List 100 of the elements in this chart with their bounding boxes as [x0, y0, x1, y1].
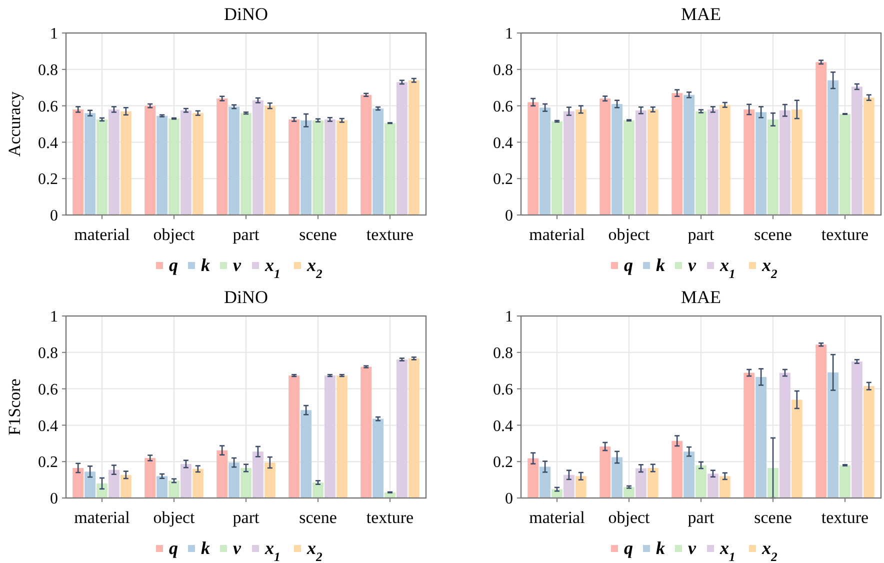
bar: [768, 468, 778, 498]
bar: [719, 104, 730, 215]
legend-label: v: [233, 538, 242, 558]
legend-label: x$_{2}$: [306, 255, 323, 281]
y-tick-label: 0.8: [493, 345, 513, 362]
x-tick-label: object: [153, 508, 196, 527]
x-tick-label: scene: [754, 225, 792, 244]
bar: [96, 119, 108, 215]
bar: [635, 468, 646, 498]
bar: [180, 464, 192, 498]
bar: [156, 116, 168, 215]
bar: [192, 468, 204, 498]
legend-label: x$_{1}$: [264, 255, 280, 281]
legend-label: k: [201, 538, 210, 558]
x-tick-label: object: [153, 225, 196, 244]
chart-title: MAE: [681, 287, 722, 307]
bar: [108, 109, 120, 215]
bar: [192, 113, 204, 215]
y-tick-label: 0.6: [493, 98, 513, 116]
bar: [324, 376, 336, 498]
bar: [384, 123, 396, 215]
bar: [779, 372, 790, 498]
bar: [540, 466, 551, 498]
y-tick-label: 0.8: [38, 345, 58, 362]
x-tick-label: material: [74, 225, 130, 244]
bar: [336, 120, 348, 215]
bar: [851, 362, 862, 498]
legend-label: k: [656, 538, 665, 558]
bar: [707, 474, 718, 498]
bar: [252, 100, 264, 215]
bar: [828, 372, 839, 498]
bar: [372, 108, 384, 215]
y-tick-label: 1: [505, 308, 513, 326]
bar: [144, 458, 156, 498]
y-tick-label: 0.4: [493, 134, 513, 152]
legend-label: x$_{2}$: [761, 538, 778, 563]
bar: [707, 109, 718, 215]
bar: [744, 372, 755, 498]
bar: [240, 468, 252, 498]
legend-label: x$_{1}$: [719, 538, 736, 563]
bar: [324, 119, 336, 215]
y-tick-label: 1: [50, 26, 58, 43]
bar: [180, 110, 192, 215]
bar: [779, 110, 790, 215]
bar: [264, 106, 276, 215]
x-tick-label: material: [529, 508, 586, 527]
bar: [528, 458, 539, 498]
x-tick-label: texture: [821, 508, 869, 527]
bar: [791, 109, 802, 215]
bar: [72, 468, 84, 498]
bar: [840, 114, 850, 215]
legend-label: q: [624, 255, 633, 275]
y-tick-label: 0.4: [38, 134, 58, 152]
chart-title: DiNO: [224, 4, 268, 24]
bar: [552, 489, 562, 498]
x-tick-label: part: [232, 508, 260, 527]
bar: [120, 111, 132, 215]
bar: [575, 109, 586, 215]
y-tick-label: 0: [505, 490, 513, 508]
y-tick-label: 0.4: [493, 418, 513, 435]
legend-label: q: [169, 538, 178, 558]
bar: [240, 113, 252, 215]
x-tick-label: part: [688, 508, 714, 527]
bar: [540, 108, 551, 215]
x-tick-label: material: [74, 508, 130, 527]
bar: [612, 457, 623, 498]
x-tick-label: texture: [366, 225, 414, 244]
bar: [624, 120, 634, 215]
legend-label: x$_{1}$: [264, 538, 280, 563]
legend-label: k: [656, 255, 665, 275]
y-tick-label: 0.2: [38, 171, 58, 188]
bar: [168, 118, 180, 215]
legend-label: x$_{2}$: [306, 538, 323, 563]
bar: [635, 110, 646, 215]
bar: [719, 476, 730, 498]
bar: [672, 440, 683, 498]
legend-label: v: [233, 255, 242, 275]
bar: [828, 80, 839, 215]
y-tick-label: 0.8: [38, 62, 58, 79]
chart-title: DiNO: [224, 287, 268, 307]
x-tick-label: scene: [754, 508, 792, 527]
bar: [528, 102, 539, 215]
bar: [563, 474, 574, 498]
bar: [372, 418, 384, 498]
y-tick-label: 0.2: [38, 454, 58, 472]
y-tick-label: 0.6: [38, 381, 58, 398]
bar: [108, 470, 120, 498]
bar: [288, 376, 300, 498]
bar: [624, 487, 634, 498]
y-axis-title: F1Score: [5, 378, 24, 436]
bar: [336, 376, 348, 498]
bar: [312, 482, 324, 498]
bar: [216, 98, 228, 215]
legend-label: q: [624, 538, 633, 558]
bar: [756, 376, 767, 498]
bar: [84, 113, 96, 215]
y-tick-label: 0.8: [493, 62, 513, 79]
y-tick-label: 0.6: [493, 381, 513, 398]
bar: [575, 476, 586, 498]
bar: [647, 109, 658, 215]
